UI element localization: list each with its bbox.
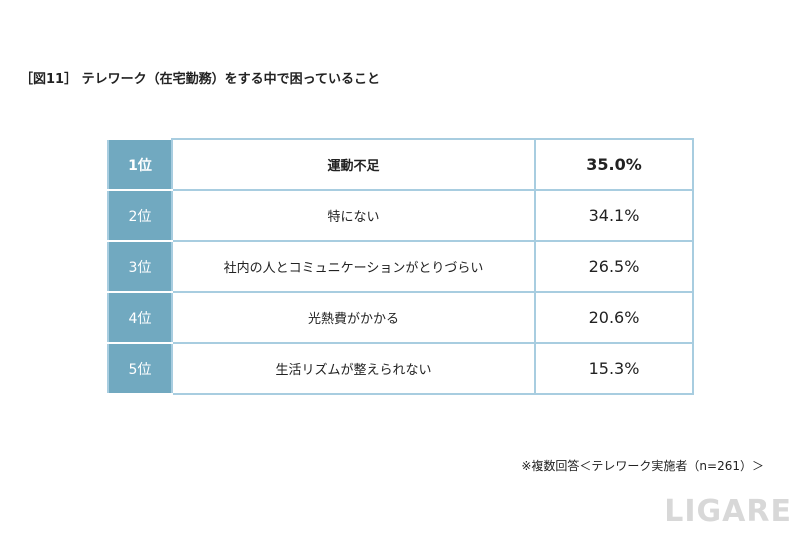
item-cell: 社内の人とコミュニケーションがとりづらい (171, 240, 536, 293)
figure-title: ［図11］ テレワーク（在宅勤務）をする中で困っていること (20, 72, 380, 87)
rank-cell: 5位 (107, 342, 173, 395)
table-row: 1位 運動不足 35.0% (107, 138, 694, 191)
item-cell: 特にない (171, 189, 536, 242)
table-row: 2位 特にない 34.1% (107, 189, 694, 242)
table-row: 3位 社内の人とコミュニケーションがとりづらい 26.5% (107, 240, 694, 293)
rank-cell: 3位 (107, 240, 173, 293)
watermark: LIGARE (664, 494, 792, 529)
table-body: 1位 運動不足 35.0% 2位 特にない 34.1% 3位 社内の人とコミュニケーションがと… (107, 138, 694, 395)
rank-cell: 1位 (107, 138, 173, 191)
rank-cell: 2位 (107, 189, 173, 242)
percent-cell: 20.6% (534, 291, 694, 344)
ranking-table: 1位 運動不足 35.0% 2位 特にない 34.1% 3位 社内の人とコミュニケーションがと… (107, 138, 694, 395)
item-cell: 光熱費がかかる (171, 291, 536, 344)
percent-cell: 26.5% (534, 240, 694, 293)
table-row: 4位 光熱費がかかる 20.6% (107, 291, 694, 344)
percent-cell: 34.1% (534, 189, 694, 242)
item-cell: 生活リズムが整えられない (171, 342, 536, 395)
table-row: 5位 生活リズムが整えられない 15.3% (107, 342, 694, 395)
footnote: ※複数回答＜テレワーク実施者（n=261）＞ (521, 459, 764, 473)
rank-cell: 4位 (107, 291, 173, 344)
percent-cell: 35.0% (534, 138, 694, 191)
item-cell: 運動不足 (171, 138, 536, 191)
percent-cell: 15.3% (534, 342, 694, 395)
